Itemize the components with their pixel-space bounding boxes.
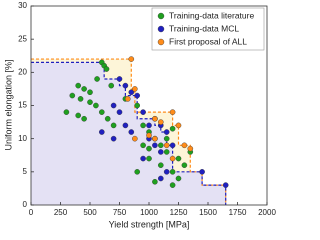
point: [169, 125, 176, 132]
point: [157, 149, 164, 155]
y-tick-label: 5: [23, 167, 28, 176]
point: [181, 142, 188, 149]
x-tick-label: 500: [83, 208, 97, 217]
point: [93, 102, 99, 109]
point: [87, 99, 93, 105]
legend-box: [151, 7, 265, 51]
y-tick-label: 20: [18, 67, 27, 76]
point: [157, 162, 164, 168]
x-tick-label: 250: [54, 208, 68, 217]
point: [146, 122, 152, 129]
point: [104, 115, 111, 122]
y-tick-label: 30: [18, 1, 27, 10]
point: [69, 92, 76, 99]
point: [132, 86, 138, 92]
point: [163, 169, 170, 175]
point: [146, 132, 152, 139]
y-tick-label: 15: [18, 101, 27, 110]
page: 0 250 500 750 1000 1250 1500 1750 2000 0 5 10 15 20 25…: [3, 1, 277, 230]
point: [169, 182, 176, 188]
point: [169, 169, 176, 175]
point: [163, 135, 170, 142]
point: [157, 175, 164, 182]
point: [81, 86, 87, 92]
point: [181, 162, 188, 168]
point: [134, 169, 140, 175]
point: [152, 115, 158, 122]
point: [87, 89, 93, 96]
point: [103, 66, 110, 72]
point: [140, 122, 146, 129]
x-axis-title: Yield strength [MPa]: [109, 219, 190, 229]
point: [152, 178, 158, 185]
point: [199, 169, 205, 175]
chart: 0 250 500 750 1000 1250 1500 1750 2000 0 5 10 15 20 25…: [3, 1, 276, 229]
x-tick-label: 0: [29, 208, 34, 217]
point: [81, 115, 87, 122]
point: [134, 102, 140, 109]
point: [140, 109, 146, 115]
point: [116, 109, 123, 115]
point: [94, 76, 100, 82]
point: [110, 102, 117, 109]
point: [128, 89, 135, 96]
point: [124, 96, 131, 102]
x-tick-label: 1250: [170, 208, 188, 217]
point: [146, 145, 152, 152]
y-tick-label: 25: [18, 34, 27, 43]
point: [222, 182, 229, 188]
point: [152, 142, 158, 149]
y-tick-label: 0: [23, 200, 28, 209]
y-tick-label: 10: [18, 134, 27, 143]
point: [175, 122, 182, 129]
y-axis-title: Uniform elongation [%]: [3, 59, 13, 150]
point: [75, 112, 81, 119]
point: [157, 119, 164, 125]
legend-label: First proposal of ALL: [169, 36, 247, 46]
point: [128, 56, 135, 62]
point: [175, 175, 182, 182]
point: [108, 82, 115, 89]
legend-marker: [157, 25, 165, 33]
legend-label: Training-data MCL: [169, 23, 239, 33]
legend-marker: [157, 12, 165, 20]
point: [169, 155, 176, 162]
point: [175, 155, 182, 162]
x-tick-label: 750: [113, 208, 127, 217]
point: [132, 135, 138, 142]
x-tick-label: 1500: [199, 208, 217, 217]
point: [134, 92, 140, 99]
point: [128, 129, 135, 135]
point: [110, 135, 117, 142]
point: [169, 109, 176, 115]
point: [110, 122, 117, 129]
x-tick-label: 1750: [229, 208, 247, 217]
legend-marker: [157, 38, 165, 46]
point: [152, 135, 158, 142]
point: [99, 109, 105, 115]
point: [77, 96, 84, 102]
point: [157, 142, 164, 149]
point: [146, 155, 152, 162]
point: [140, 155, 146, 162]
point: [116, 76, 123, 82]
point: [99, 129, 105, 135]
point: [75, 82, 81, 89]
point: [163, 142, 170, 149]
point: [163, 149, 170, 155]
point: [169, 142, 176, 149]
point: [140, 142, 146, 149]
point: [63, 109, 70, 115]
fill-layer: [31, 59, 226, 206]
point: [122, 122, 129, 129]
x-tick-label: 2000: [258, 208, 276, 217]
point: [122, 82, 129, 89]
legend-label: Training-data literature: [169, 10, 254, 20]
point: [187, 145, 194, 152]
point: [163, 129, 170, 135]
main-layer: 0 250 500 750 1000 1250 1500 1750 2000 0 5 10 15 20 25…: [18, 1, 276, 217]
x-tick-label: 1000: [140, 208, 158, 217]
